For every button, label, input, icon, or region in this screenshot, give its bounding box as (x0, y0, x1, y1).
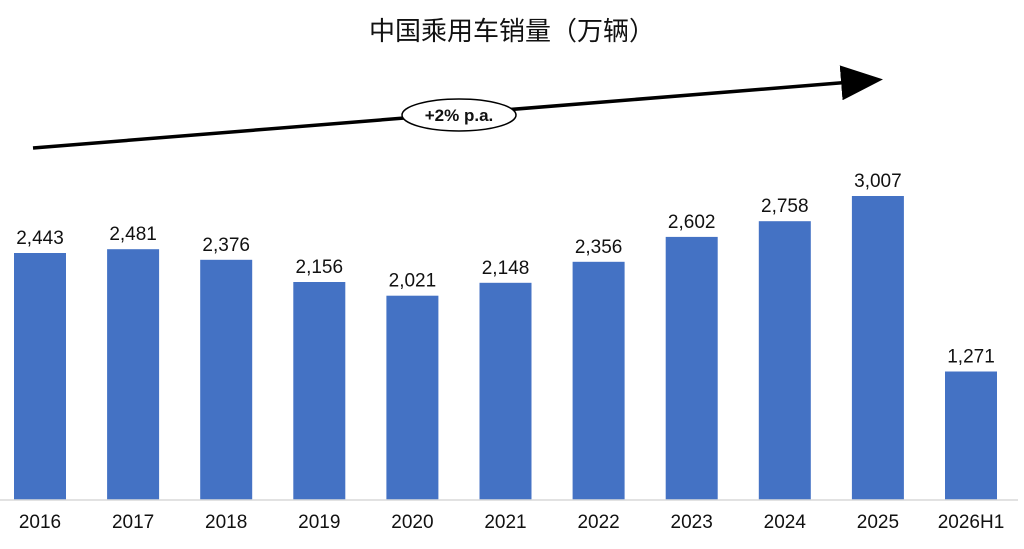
bar-2026H1 (945, 371, 997, 500)
x-tick-labels-layer: 2016 2017 2018 2019 2020 2021 2022 2023 2024 2025… (19, 512, 1004, 533)
bar-2017 (107, 249, 160, 500)
bar-2025 (851, 196, 904, 500)
data-label-2026H1: 1,271 (947, 347, 995, 368)
bar-2022 (572, 261, 625, 500)
bar-2023 (665, 236, 718, 500)
x-tick-2022: 2022 (577, 512, 619, 533)
x-tick-2020: 2020 (391, 512, 433, 533)
trend-annotation: +2% p.a. (32, 65, 883, 150)
x-tick-2023: 2023 (671, 512, 713, 533)
x-tick-2017: 2017 (112, 512, 154, 533)
x-tick-2019: 2019 (298, 512, 340, 533)
data-label-2020: 2,021 (389, 271, 437, 292)
bar-2021 (479, 282, 532, 500)
data-label-2017: 2,481 (109, 224, 157, 245)
trend-label-bubble (401, 98, 517, 132)
data-label-2023: 2,602 (668, 212, 716, 233)
data-label-2016: 2,443 (16, 228, 64, 249)
bar-2020 (386, 295, 439, 500)
data-label-2022: 2,356 (575, 237, 623, 258)
data-label-2018: 2,376 (202, 235, 250, 256)
bars-layer (14, 196, 997, 500)
data-label-2019: 2,156 (296, 257, 344, 278)
x-tick-2025: 2025 (857, 512, 899, 533)
x-tick-2021: 2021 (484, 512, 526, 533)
x-tick-2018: 2018 (205, 512, 247, 533)
x-tick-2026H1: 2026H1 (938, 512, 1005, 533)
bar-2024 (758, 221, 811, 500)
chart-title: 中国乘用车销量（万辆） (369, 17, 655, 47)
data-label-2025: 3,007 (854, 171, 902, 192)
x-tick-2016: 2016 (19, 512, 61, 533)
x-tick-2024: 2024 (764, 512, 807, 533)
trend-label: +2% p.a. (425, 106, 494, 125)
bar-2018 (200, 259, 253, 500)
data-label-2021: 2,148 (482, 258, 530, 279)
data-label-2024: 2,758 (761, 196, 809, 217)
bar-2019 (293, 282, 346, 500)
bar-2016 (14, 253, 66, 500)
data-labels-layer: 2,443 2,481 2,376 2,156 2,021 2,148 2,356 2,602… (16, 171, 995, 368)
